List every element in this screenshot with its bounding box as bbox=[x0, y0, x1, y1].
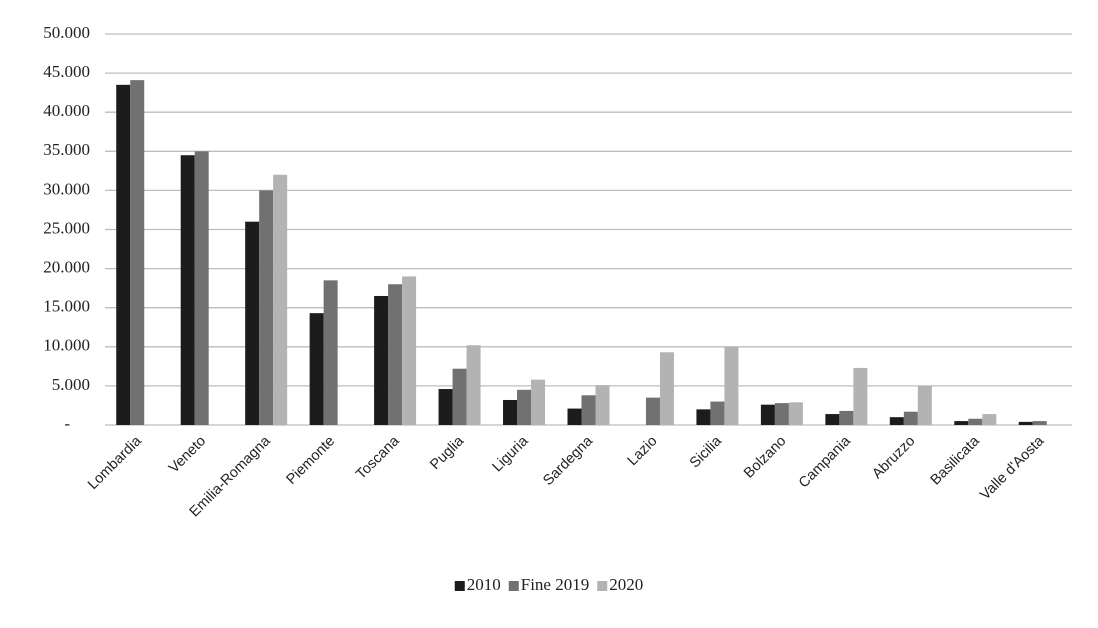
x-tick-label: Lazio bbox=[625, 433, 661, 469]
bar bbox=[724, 346, 739, 425]
y-tick-label: 15.000 bbox=[43, 297, 90, 316]
legend-swatch bbox=[597, 581, 608, 591]
bar bbox=[760, 404, 775, 425]
y-tick-label: 10.000 bbox=[43, 336, 90, 355]
bar bbox=[581, 395, 596, 425]
bar bbox=[595, 385, 610, 425]
bar bbox=[402, 276, 417, 425]
bar bbox=[130, 80, 145, 425]
x-tick-label: Bolzano bbox=[741, 433, 789, 481]
bar bbox=[503, 399, 518, 425]
x-tick-label: Puglia bbox=[427, 433, 467, 473]
y-tick-label: 45.000 bbox=[43, 62, 90, 81]
bar bbox=[774, 403, 789, 425]
bar bbox=[438, 389, 453, 425]
legend-label: Fine 2019 bbox=[521, 575, 589, 594]
bar bbox=[273, 174, 288, 425]
bar bbox=[917, 385, 932, 425]
bar bbox=[710, 401, 725, 425]
bar bbox=[531, 379, 546, 425]
legend-label: 2010 bbox=[467, 575, 501, 594]
bar bbox=[889, 417, 904, 425]
y-tick-label: 5.000 bbox=[52, 375, 90, 394]
bar bbox=[659, 352, 674, 425]
bar bbox=[788, 402, 803, 425]
bar bbox=[968, 418, 983, 425]
x-tick-label: Abruzzo bbox=[869, 433, 918, 482]
x-tick-label: Sicilia bbox=[687, 433, 726, 472]
legend-swatch bbox=[454, 581, 465, 591]
bar bbox=[259, 190, 274, 425]
bar bbox=[388, 284, 403, 425]
y-tick-label: 50.000 bbox=[43, 23, 90, 42]
x-tick-label: Veneto bbox=[166, 433, 209, 476]
x-tick-label: Liguria bbox=[489, 433, 532, 476]
bar bbox=[309, 313, 324, 425]
bar bbox=[853, 367, 868, 425]
x-tick-label: Valle d'Aosta bbox=[977, 433, 1048, 504]
bar bbox=[323, 280, 338, 425]
x-tick-label: Campania bbox=[796, 433, 855, 492]
y-tick-label: 40.000 bbox=[43, 101, 90, 120]
x-tick-label: Basilicata bbox=[928, 433, 984, 489]
bar bbox=[696, 409, 711, 425]
bar bbox=[116, 84, 131, 425]
y-tick-label: 20.000 bbox=[43, 258, 90, 277]
bar bbox=[194, 151, 209, 426]
bar bbox=[374, 295, 389, 425]
y-tick-label: 30.000 bbox=[43, 179, 90, 198]
y-tick-label: - bbox=[64, 414, 70, 433]
bar bbox=[1032, 421, 1047, 425]
x-tick-label: Lombardia bbox=[85, 433, 145, 493]
bar bbox=[839, 410, 854, 425]
legend-label: 2020 bbox=[609, 575, 643, 594]
bar bbox=[1018, 421, 1033, 425]
y-tick-label: 35.000 bbox=[43, 140, 90, 159]
bar bbox=[466, 345, 481, 425]
legend-swatch bbox=[508, 581, 519, 591]
legend: 2010 Fine 2019 2020 bbox=[454, 575, 643, 594]
x-tick-label: Piemonte bbox=[284, 433, 339, 488]
bar bbox=[517, 389, 532, 425]
bar bbox=[245, 221, 260, 425]
bar bbox=[903, 411, 918, 425]
x-tick-label: Toscana bbox=[353, 433, 403, 483]
bar bbox=[180, 155, 195, 425]
bar bbox=[825, 414, 840, 425]
bar bbox=[645, 397, 660, 425]
bar bbox=[452, 368, 467, 425]
bar bbox=[982, 414, 997, 425]
bar bbox=[954, 421, 969, 425]
y-tick-label: 25.000 bbox=[43, 218, 90, 237]
x-tick-label: Sardegna bbox=[540, 433, 596, 489]
bar bbox=[567, 408, 582, 425]
